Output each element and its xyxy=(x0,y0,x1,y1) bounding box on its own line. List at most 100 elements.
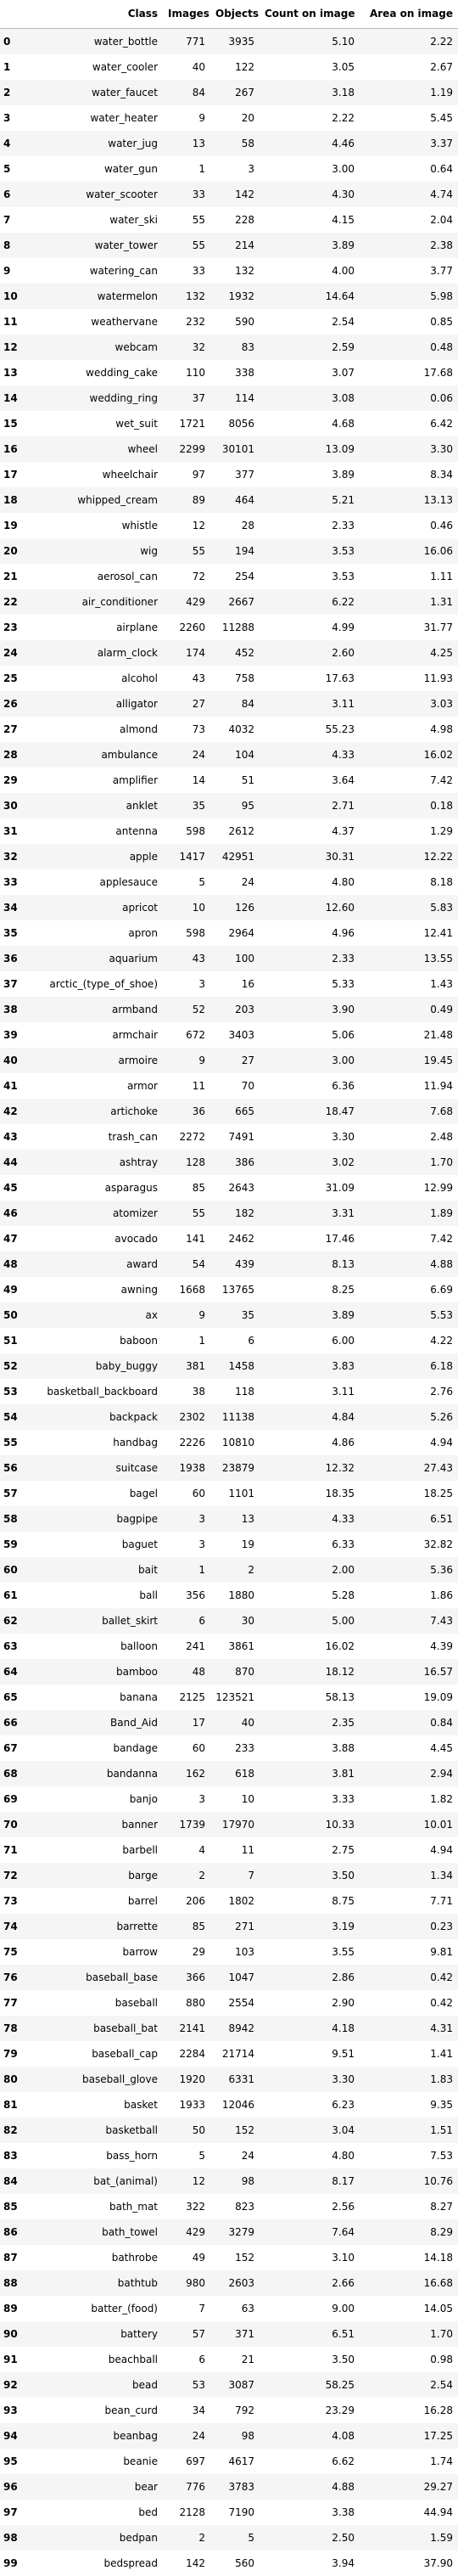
row-index: 21 xyxy=(0,564,34,589)
images-cell: 142 xyxy=(163,2551,210,2576)
row-index: 49 xyxy=(0,1277,34,1302)
objects-cell: 2554 xyxy=(210,1990,260,2016)
row-index: 10 xyxy=(0,284,34,309)
row-index: 16 xyxy=(0,436,34,462)
objects-cell: 7 xyxy=(210,1863,260,1888)
area-cell: 17.68 xyxy=(360,360,458,385)
class-cell: batter_(food) xyxy=(34,2296,163,2321)
row-index: 59 xyxy=(0,1532,34,1557)
area-cell: 7.42 xyxy=(360,1226,458,1251)
objects-cell: 20 xyxy=(210,105,260,131)
row-index: 19 xyxy=(0,513,34,538)
class-cell: baseball_cap xyxy=(34,2041,163,2067)
images-cell: 55 xyxy=(163,207,210,233)
class-cell: water_faucet xyxy=(34,80,163,105)
objects-cell: 758 xyxy=(210,666,260,691)
objects-cell: 100 xyxy=(210,946,260,971)
class-cell: bath_mat xyxy=(34,2194,163,2219)
row-index: 34 xyxy=(0,895,34,920)
area-cell: 0.42 xyxy=(360,1990,458,2016)
objects-cell: 152 xyxy=(210,2118,260,2143)
row-index: 25 xyxy=(0,666,34,691)
images-cell: 7 xyxy=(163,2296,210,2321)
row-index: 63 xyxy=(0,1634,34,1659)
row-index: 61 xyxy=(0,1583,34,1608)
row-index: 51 xyxy=(0,1328,34,1353)
images-cell: 598 xyxy=(163,920,210,946)
images-cell: 17 xyxy=(163,1710,210,1735)
images-cell: 72 xyxy=(163,564,210,589)
class-cell: handbag xyxy=(34,1430,163,1455)
objects-cell: 3783 xyxy=(210,2474,260,2500)
objects-cell: 24 xyxy=(210,869,260,895)
objects-cell: 3 xyxy=(210,156,260,182)
area-cell: 9.81 xyxy=(360,1939,458,1965)
objects-cell: 10 xyxy=(210,1786,260,1812)
area-cell: 2.94 xyxy=(360,1761,458,1786)
area-cell: 3.77 xyxy=(360,258,458,284)
count-cell: 4.33 xyxy=(260,742,360,768)
row-index: 26 xyxy=(0,691,34,717)
area-cell: 17.25 xyxy=(360,2423,458,2449)
row-index: 50 xyxy=(0,1302,34,1328)
area-cell: 7.43 xyxy=(360,1608,458,1634)
count-cell: 4.86 xyxy=(260,1430,360,1455)
images-cell: 11 xyxy=(163,1073,210,1099)
row-index: 94 xyxy=(0,2423,34,2449)
area-cell: 29.27 xyxy=(360,2474,458,2500)
images-cell: 1920 xyxy=(163,2067,210,2092)
objects-cell: 8942 xyxy=(210,2016,260,2041)
area-cell: 16.02 xyxy=(360,742,458,768)
objects-cell: 3861 xyxy=(210,1634,260,1659)
class-cell: Band_Aid xyxy=(34,1710,163,1735)
area-cell: 1.89 xyxy=(360,1201,458,1226)
count-cell: 5.28 xyxy=(260,1583,360,1608)
images-cell: 24 xyxy=(163,2423,210,2449)
images-cell: 60 xyxy=(163,1735,210,1761)
objects-cell: 132 xyxy=(210,258,260,284)
images-cell: 2226 xyxy=(163,1430,210,1455)
row-index: 14 xyxy=(0,385,34,411)
objects-cell: 792 xyxy=(210,2398,260,2423)
row-index: 17 xyxy=(0,462,34,487)
area-cell: 3.37 xyxy=(360,131,458,156)
images-cell: 10 xyxy=(163,895,210,920)
images-cell: 35 xyxy=(163,793,210,818)
images-cell: 3 xyxy=(163,1532,210,1557)
area-cell: 2.04 xyxy=(360,207,458,233)
images-cell: 4 xyxy=(163,1837,210,1863)
images-cell: 174 xyxy=(163,640,210,666)
row-index: 12 xyxy=(0,335,34,360)
class-cell: amplifier xyxy=(34,768,163,793)
objects-cell: 386 xyxy=(210,1150,260,1175)
row-index: 41 xyxy=(0,1073,34,1099)
area-cell: 4.39 xyxy=(360,1634,458,1659)
objects-cell: 122 xyxy=(210,54,260,80)
objects-cell: 3403 xyxy=(210,1022,260,1048)
objects-cell: 98 xyxy=(210,2168,260,2194)
row-index: 88 xyxy=(0,2270,34,2296)
objects-cell: 1458 xyxy=(210,1353,260,1379)
row-index: 97 xyxy=(0,2500,34,2525)
count-cell: 31.09 xyxy=(260,1175,360,1201)
row-index: 89 xyxy=(0,2296,34,2321)
count-cell: 3.00 xyxy=(260,1048,360,1073)
objects-cell: 3087 xyxy=(210,2372,260,2398)
row-index: 8 xyxy=(0,233,34,258)
objects-cell: 254 xyxy=(210,564,260,589)
